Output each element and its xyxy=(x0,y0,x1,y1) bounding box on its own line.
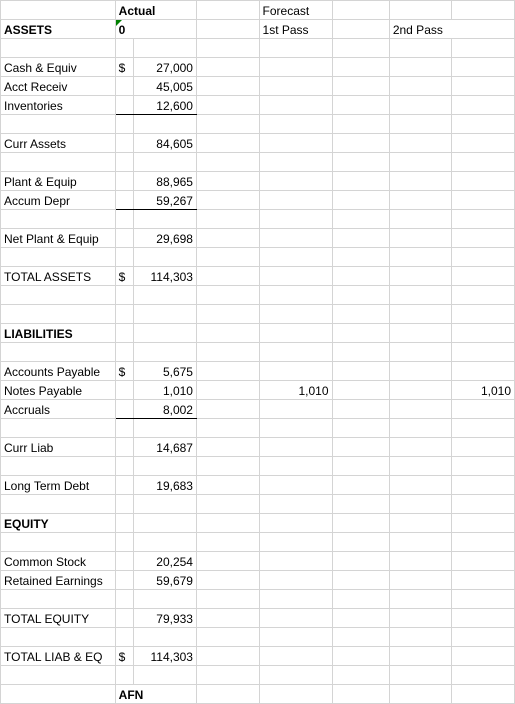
value[interactable]: 20,254 xyxy=(134,552,197,571)
blank-row xyxy=(1,39,515,58)
value[interactable]: 27,000 xyxy=(134,58,197,77)
total-eq-row: TOTAL EQUITY 79,933 xyxy=(1,609,515,628)
balance-sheet-table: Actual Forecast ASSETS 0 1st Pass 2nd Pa… xyxy=(0,0,515,704)
label[interactable]: TOTAL ASSETS xyxy=(1,267,116,286)
total-le-row: TOTAL LIAB & EQ $ 114,303 xyxy=(1,647,515,666)
label[interactable]: Plant & Equip xyxy=(1,172,116,191)
currency[interactable]: $ xyxy=(115,267,134,286)
equity-header[interactable]: EQUITY xyxy=(1,514,116,533)
label[interactable]: Inventories xyxy=(1,96,116,115)
currency[interactable]: $ xyxy=(115,58,134,77)
depr-row: Accum Depr 59,267 xyxy=(1,191,515,210)
p2-value[interactable]: 1,010 xyxy=(452,381,515,400)
inv-row: Inventories 12,600 xyxy=(1,96,515,115)
cs-row: Common Stock 20,254 xyxy=(1,552,515,571)
actual-header[interactable]: Actual xyxy=(115,1,196,20)
value[interactable]: 19,683 xyxy=(134,476,197,495)
label[interactable]: Curr Liab xyxy=(1,438,116,457)
value[interactable]: 8,002 xyxy=(134,400,197,419)
np-row: Notes Payable 1,010 1,010 1,010 xyxy=(1,381,515,400)
cell[interactable] xyxy=(389,1,452,20)
label[interactable]: Net Plant & Equip xyxy=(1,229,116,248)
value[interactable]: 12,600 xyxy=(134,96,197,115)
blank-row xyxy=(1,286,515,305)
blank-row xyxy=(1,533,515,552)
value[interactable]: 88,965 xyxy=(134,172,197,191)
cell[interactable] xyxy=(332,1,389,20)
label[interactable]: TOTAL EQUITY xyxy=(1,609,116,628)
ap-row: Accounts Payable $ 5,675 xyxy=(1,362,515,381)
equity-header-row: EQUITY xyxy=(1,514,515,533)
cell[interactable] xyxy=(196,20,259,39)
currency[interactable]: $ xyxy=(115,647,134,666)
p1-value[interactable]: 1,010 xyxy=(259,381,332,400)
blank-row xyxy=(1,666,515,685)
liabilities-header-row: LIABILITIES xyxy=(1,324,515,343)
pe-row: Plant & Equip 88,965 xyxy=(1,172,515,191)
blank-row xyxy=(1,457,515,476)
blank-row xyxy=(1,305,515,324)
blank-row xyxy=(1,590,515,609)
cell[interactable] xyxy=(196,1,259,20)
label[interactable]: Accounts Payable xyxy=(1,362,116,381)
value[interactable]: 114,303 xyxy=(134,647,197,666)
cell[interactable] xyxy=(332,20,389,39)
value[interactable]: 5,675 xyxy=(134,362,197,381)
cell[interactable] xyxy=(1,1,116,20)
ltd-row: Long Term Debt 19,683 xyxy=(1,476,515,495)
second-pass-header[interactable]: 2nd Pass xyxy=(389,20,514,39)
blank-row xyxy=(1,628,515,647)
blank-row xyxy=(1,248,515,267)
value[interactable]: 79,933 xyxy=(134,609,197,628)
header-row-1: Actual Forecast xyxy=(1,1,515,20)
label[interactable]: Accum Depr xyxy=(1,191,116,210)
value[interactable]: 59,267 xyxy=(134,191,197,210)
blank-row xyxy=(1,419,515,438)
afn-row: AFN xyxy=(1,685,515,704)
value[interactable]: 59,679 xyxy=(134,571,197,590)
liabilities-header[interactable]: LIABILITIES xyxy=(1,324,116,343)
label[interactable]: Retained Earnings xyxy=(1,571,116,590)
value[interactable]: 14,687 xyxy=(134,438,197,457)
label[interactable]: Common Stock xyxy=(1,552,116,571)
accruals-row: Accruals 8,002 xyxy=(1,400,515,419)
blank-row xyxy=(1,343,515,362)
afn-label[interactable]: AFN xyxy=(115,685,196,704)
label[interactable]: Curr Assets xyxy=(1,134,116,153)
value[interactable]: 114,303 xyxy=(134,267,197,286)
cash-row: Cash & Equiv $ 27,000 xyxy=(1,58,515,77)
first-pass-header[interactable]: 1st Pass xyxy=(259,20,332,39)
re-row: Retained Earnings 59,679 xyxy=(1,571,515,590)
curr-assets-row: Curr Assets 84,605 xyxy=(1,134,515,153)
blank-row xyxy=(1,210,515,229)
value[interactable]: 84,605 xyxy=(134,134,197,153)
forecast-header[interactable]: Forecast xyxy=(259,1,332,20)
label[interactable]: Accruals xyxy=(1,400,116,419)
ar-row: Acct Receiv 45,005 xyxy=(1,77,515,96)
total-assets-row: TOTAL ASSETS $ 114,303 xyxy=(1,267,515,286)
curr-liab-row: Curr Liab 14,687 xyxy=(1,438,515,457)
blank-row xyxy=(1,495,515,514)
value[interactable]: 29,698 xyxy=(134,229,197,248)
value[interactable]: 45,005 xyxy=(134,77,197,96)
value[interactable]: 1,010 xyxy=(134,381,197,400)
currency[interactable]: $ xyxy=(115,362,134,381)
cell[interactable] xyxy=(452,1,515,20)
blank-row xyxy=(1,153,515,172)
blank-row xyxy=(1,115,515,134)
label[interactable]: Long Term Debt xyxy=(1,476,116,495)
header-row-2: ASSETS 0 1st Pass 2nd Pass xyxy=(1,20,515,39)
assets-header[interactable]: ASSETS xyxy=(1,20,116,39)
label[interactable]: Acct Receiv xyxy=(1,77,116,96)
label[interactable]: TOTAL LIAB & EQ xyxy=(1,647,116,666)
actual-sub[interactable]: 0 xyxy=(115,20,196,39)
label[interactable]: Cash & Equiv xyxy=(1,58,116,77)
label[interactable]: Notes Payable xyxy=(1,381,116,400)
net-pe-row: Net Plant & Equip 29,698 xyxy=(1,229,515,248)
